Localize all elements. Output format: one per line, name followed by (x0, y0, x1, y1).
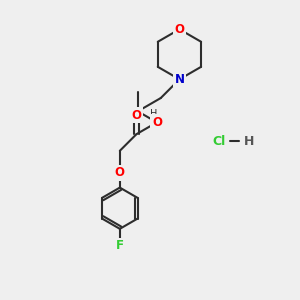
Text: H: H (244, 135, 254, 148)
Text: O: O (152, 116, 162, 129)
Text: O: O (115, 167, 125, 179)
Text: H: H (149, 109, 157, 119)
Text: F: F (116, 239, 124, 252)
Text: O: O (174, 23, 184, 36)
Text: N: N (174, 73, 184, 86)
Text: O: O (131, 109, 142, 122)
Text: Cl: Cl (213, 135, 226, 148)
